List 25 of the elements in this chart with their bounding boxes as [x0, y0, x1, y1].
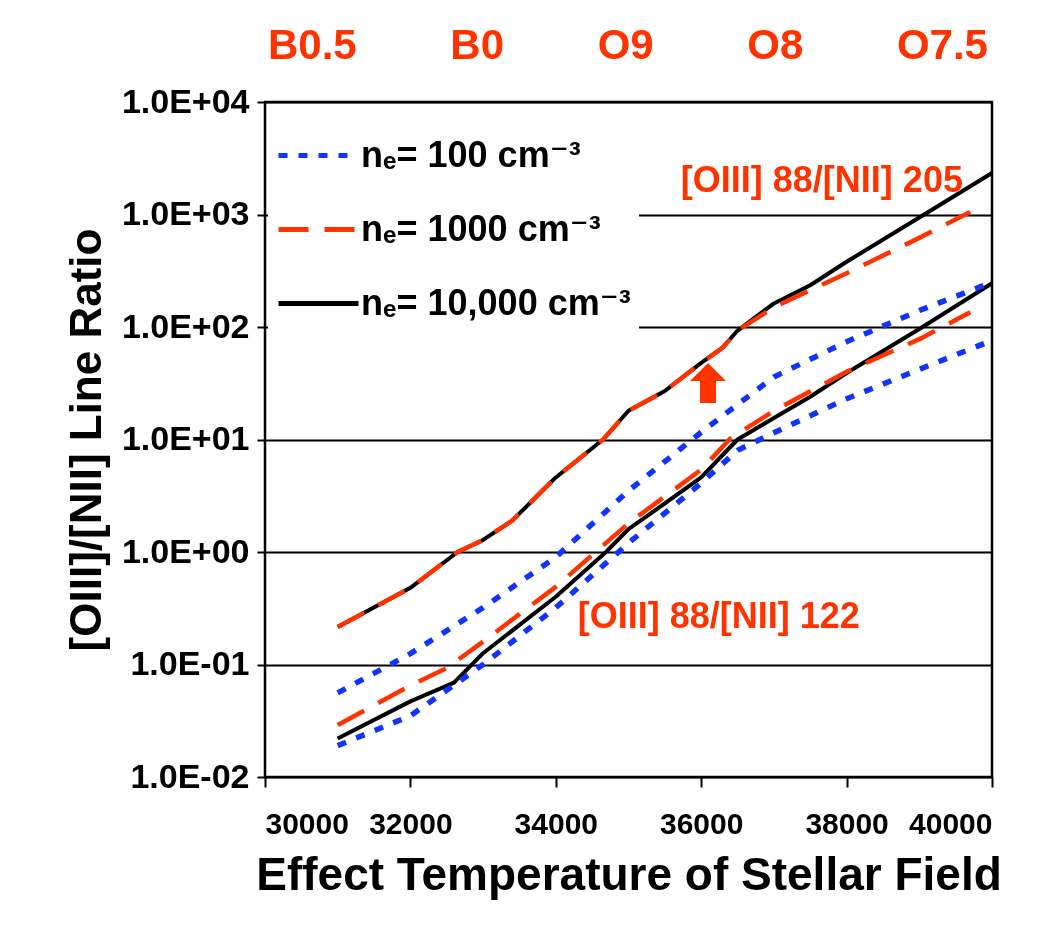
annotation: [OIII] 88/[NII] 122 — [577, 594, 860, 636]
annotation: [OIII] 88/[NII] 205 — [680, 158, 963, 200]
y-tick-label: 1.0E-02 — [130, 756, 250, 795]
text: O8 — [747, 20, 804, 70]
text: B0 — [450, 20, 505, 70]
legend-label: nₑ= 10,000 cm⁻³ — [361, 281, 631, 323]
x-tick-label: 38000 — [805, 806, 889, 840]
x-axis-title: Effect Temperature of Stellar Field — [256, 847, 1002, 900]
x-tick-label: 40000 — [909, 806, 993, 840]
x-tick-label: 30000 — [265, 806, 349, 840]
y-tick-label: 1.0E-01 — [130, 644, 250, 682]
text: B0.5 — [268, 20, 357, 70]
text: O9 — [597, 20, 654, 70]
y-tick-label: 1.0E+02 — [121, 306, 250, 345]
legend-label: nₑ= 1000 cm⁻³ — [361, 207, 601, 249]
x-tick-label: 36000 — [659, 806, 744, 840]
x-tick-label: 32000 — [369, 806, 453, 840]
legend-label: nₑ= 100 cm⁻³ — [361, 133, 581, 175]
text: O7.5 — [896, 20, 988, 70]
y-axis-title: [OIII]/[NII] Line Ratio — [60, 228, 110, 652]
y-tick-label: 1.0E+00 — [121, 531, 250, 570]
y-tick-label: 1.0E+01 — [121, 419, 250, 457]
y-tick-label: 1.0E+04 — [121, 81, 250, 120]
y-tick-label: 1.0E+03 — [121, 194, 250, 232]
x-tick-label: 34000 — [514, 806, 599, 840]
